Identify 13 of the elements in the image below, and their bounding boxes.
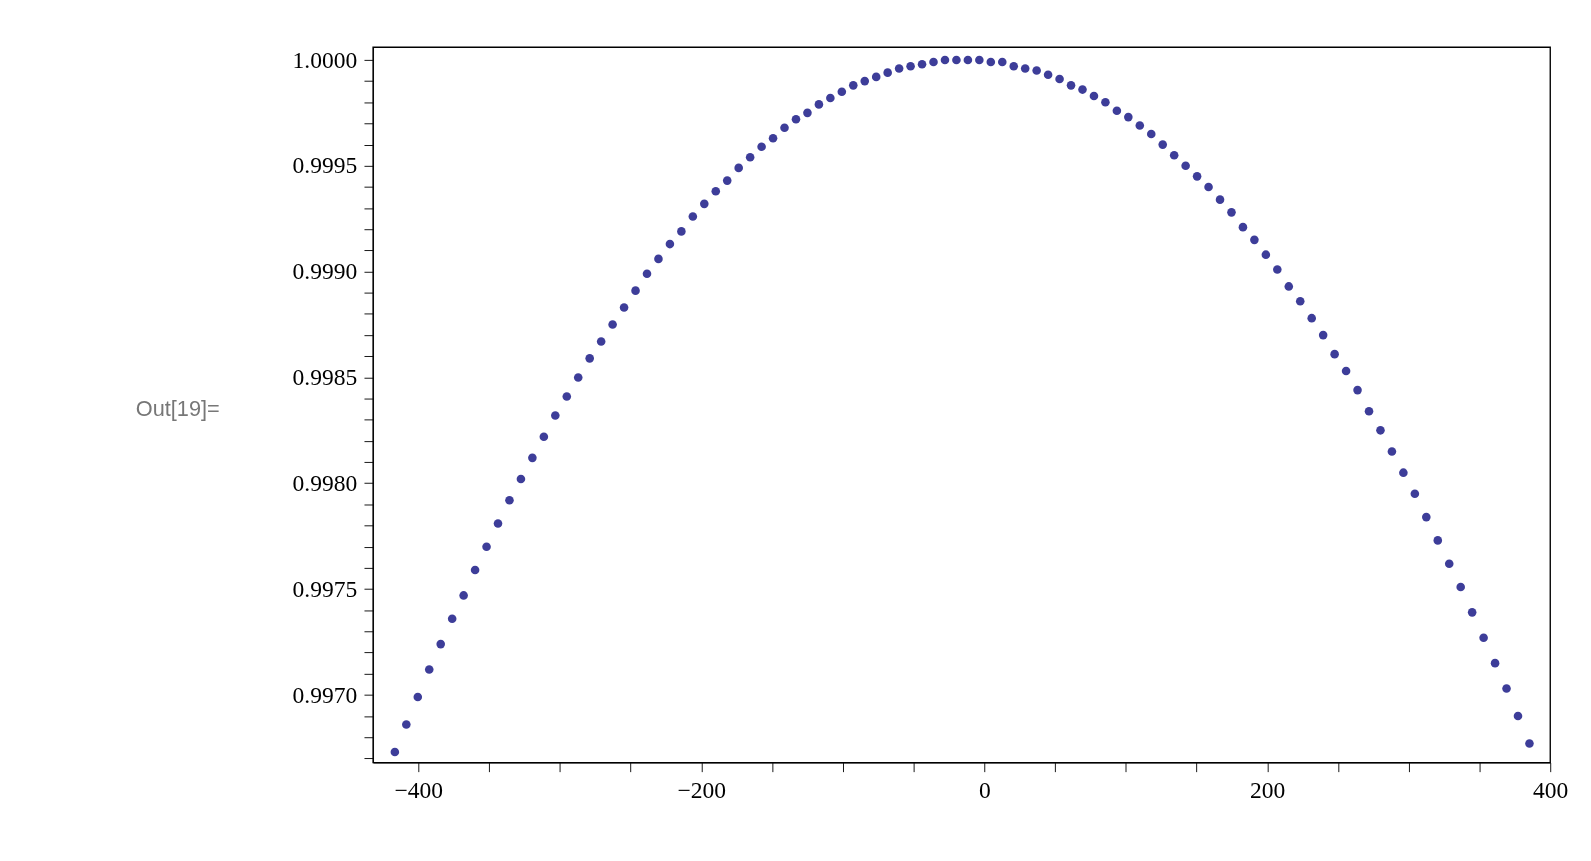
- x-tick-label: 0: [978, 777, 991, 804]
- y-tick-label: 0.9995: [292, 152, 358, 179]
- y-tick-label: 0.9985: [292, 364, 358, 391]
- y-tick-label: 1.0000: [292, 46, 358, 73]
- text: Out[19]=: [135, 395, 220, 421]
- x-tick-label: −200: [677, 777, 727, 804]
- y-tick-label: 0.9975: [292, 575, 358, 602]
- y-tick-label: 0.9990: [292, 258, 358, 285]
- x-tick-label: 400: [1533, 777, 1569, 804]
- y-tick-label: 0.9970: [292, 681, 358, 708]
- x-tick-label: −400: [394, 777, 444, 804]
- y-tick-label: 0.9980: [292, 469, 358, 496]
- x-tick-label: 200: [1250, 777, 1286, 804]
